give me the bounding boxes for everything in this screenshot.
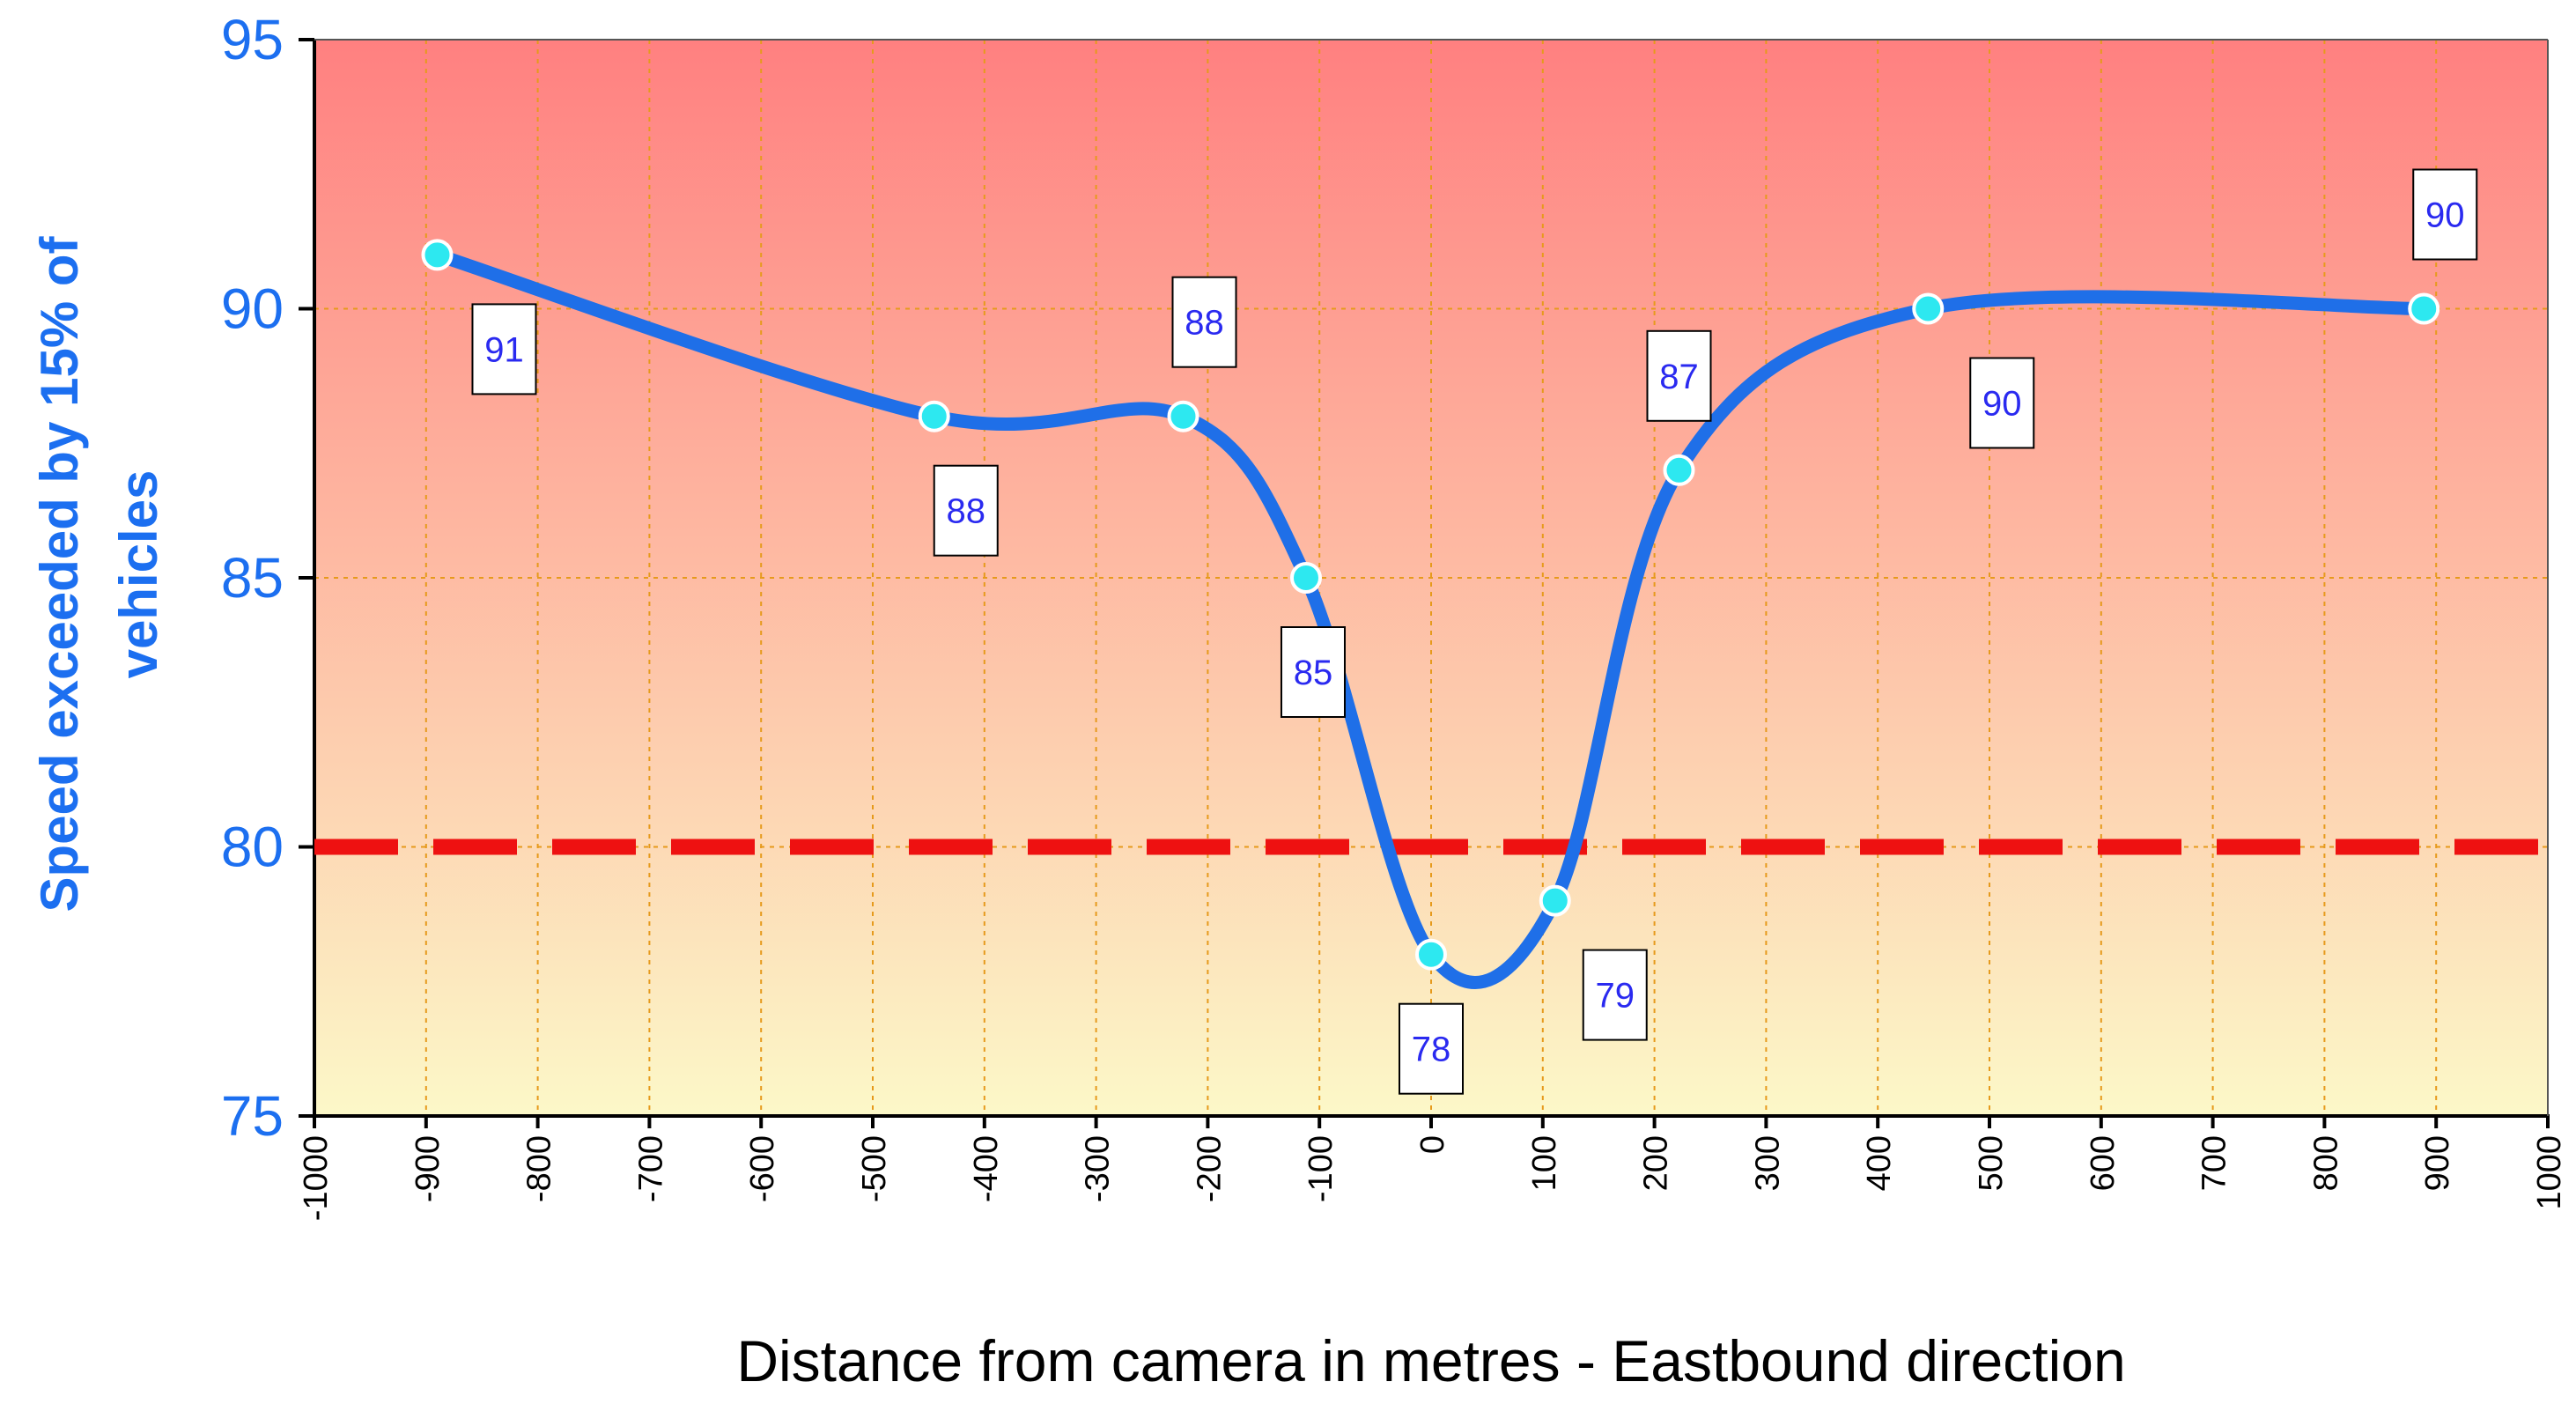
y-tick-label: 90 — [221, 277, 284, 341]
x-tick-label: -700 — [632, 1135, 669, 1202]
x-tick-label: -1000 — [298, 1135, 335, 1221]
x-tick-label: -800 — [521, 1135, 558, 1202]
data-label: 88 — [1185, 304, 1224, 343]
data-label-box — [1171, 276, 1237, 368]
data-label-box — [1969, 357, 2035, 449]
x-tick-label: -100 — [1303, 1135, 1340, 1202]
data-point — [1539, 884, 1571, 917]
data-label-box — [933, 464, 999, 557]
data-point — [1167, 400, 1199, 432]
x-tick-label: 900 — [2419, 1135, 2456, 1191]
x-tick-label: 0 — [1414, 1135, 1451, 1154]
y-tick-label: 80 — [221, 816, 284, 879]
y-tick-label: 75 — [221, 1084, 284, 1148]
data-label-box — [1399, 1002, 1464, 1095]
x-tick-label: 600 — [2085, 1135, 2122, 1191]
data-point — [1415, 938, 1447, 971]
y-axis-label: Speed exceeded by 15% of vehicles — [30, 235, 168, 912]
data-label: 78 — [1412, 1031, 1451, 1069]
data-label: 90 — [1982, 385, 2022, 424]
data-point — [918, 400, 950, 432]
x-tick-label: 100 — [1526, 1135, 1563, 1191]
x-axis-label: Distance from camera in metres - Eastbou… — [736, 1328, 2125, 1393]
axes — [299, 38, 2550, 1128]
x-tick-label: 1000 — [2531, 1135, 2568, 1210]
x-tick-label: -200 — [1191, 1135, 1228, 1202]
x-tick-label: 200 — [1638, 1135, 1675, 1191]
x-tick-label: 300 — [1749, 1135, 1786, 1191]
data-point — [1289, 562, 1322, 594]
data-labels: 91 88 88 85 78 79 87 90 90 — [471, 168, 2478, 1095]
data-label: 91 — [484, 330, 524, 369]
x-tick-label: -500 — [856, 1135, 893, 1202]
x-tick-label: 800 — [2307, 1135, 2344, 1191]
data-label: 88 — [946, 492, 985, 531]
x-tick-label: 500 — [1973, 1135, 2010, 1191]
data-label: 87 — [1659, 358, 1699, 396]
data-label-box — [1582, 949, 1648, 1041]
y-tick-labels: 75 80 85 90 95 — [221, 8, 284, 1148]
data-point — [1663, 454, 1695, 486]
x-tick-label: 400 — [1861, 1135, 1898, 1191]
data-point — [421, 239, 454, 271]
x-tick-label: -300 — [1080, 1135, 1117, 1202]
y-tick-label: 85 — [221, 546, 284, 610]
data-label-box — [1280, 626, 1346, 718]
data-point — [1912, 292, 1945, 325]
x-tick-label: -600 — [744, 1135, 781, 1202]
data-point — [2408, 292, 2440, 325]
y-tick-label: 95 — [221, 8, 284, 71]
x-tick-label: 700 — [2196, 1135, 2233, 1191]
data-label: 90 — [2425, 196, 2465, 235]
data-label-box — [1646, 329, 1712, 422]
data-label: 85 — [1294, 654, 1333, 692]
x-tick-labels: -1000 -900 -800 -700 -600 -500 -400 -300 -200 -10… — [298, 1135, 2568, 1221]
data-label: 79 — [1595, 977, 1635, 1016]
data-label-box — [2412, 168, 2478, 261]
x-tick-label: -900 — [410, 1135, 447, 1202]
data-label-box — [471, 303, 537, 395]
data-points — [421, 239, 2440, 971]
x-tick-label: -400 — [968, 1135, 1005, 1202]
